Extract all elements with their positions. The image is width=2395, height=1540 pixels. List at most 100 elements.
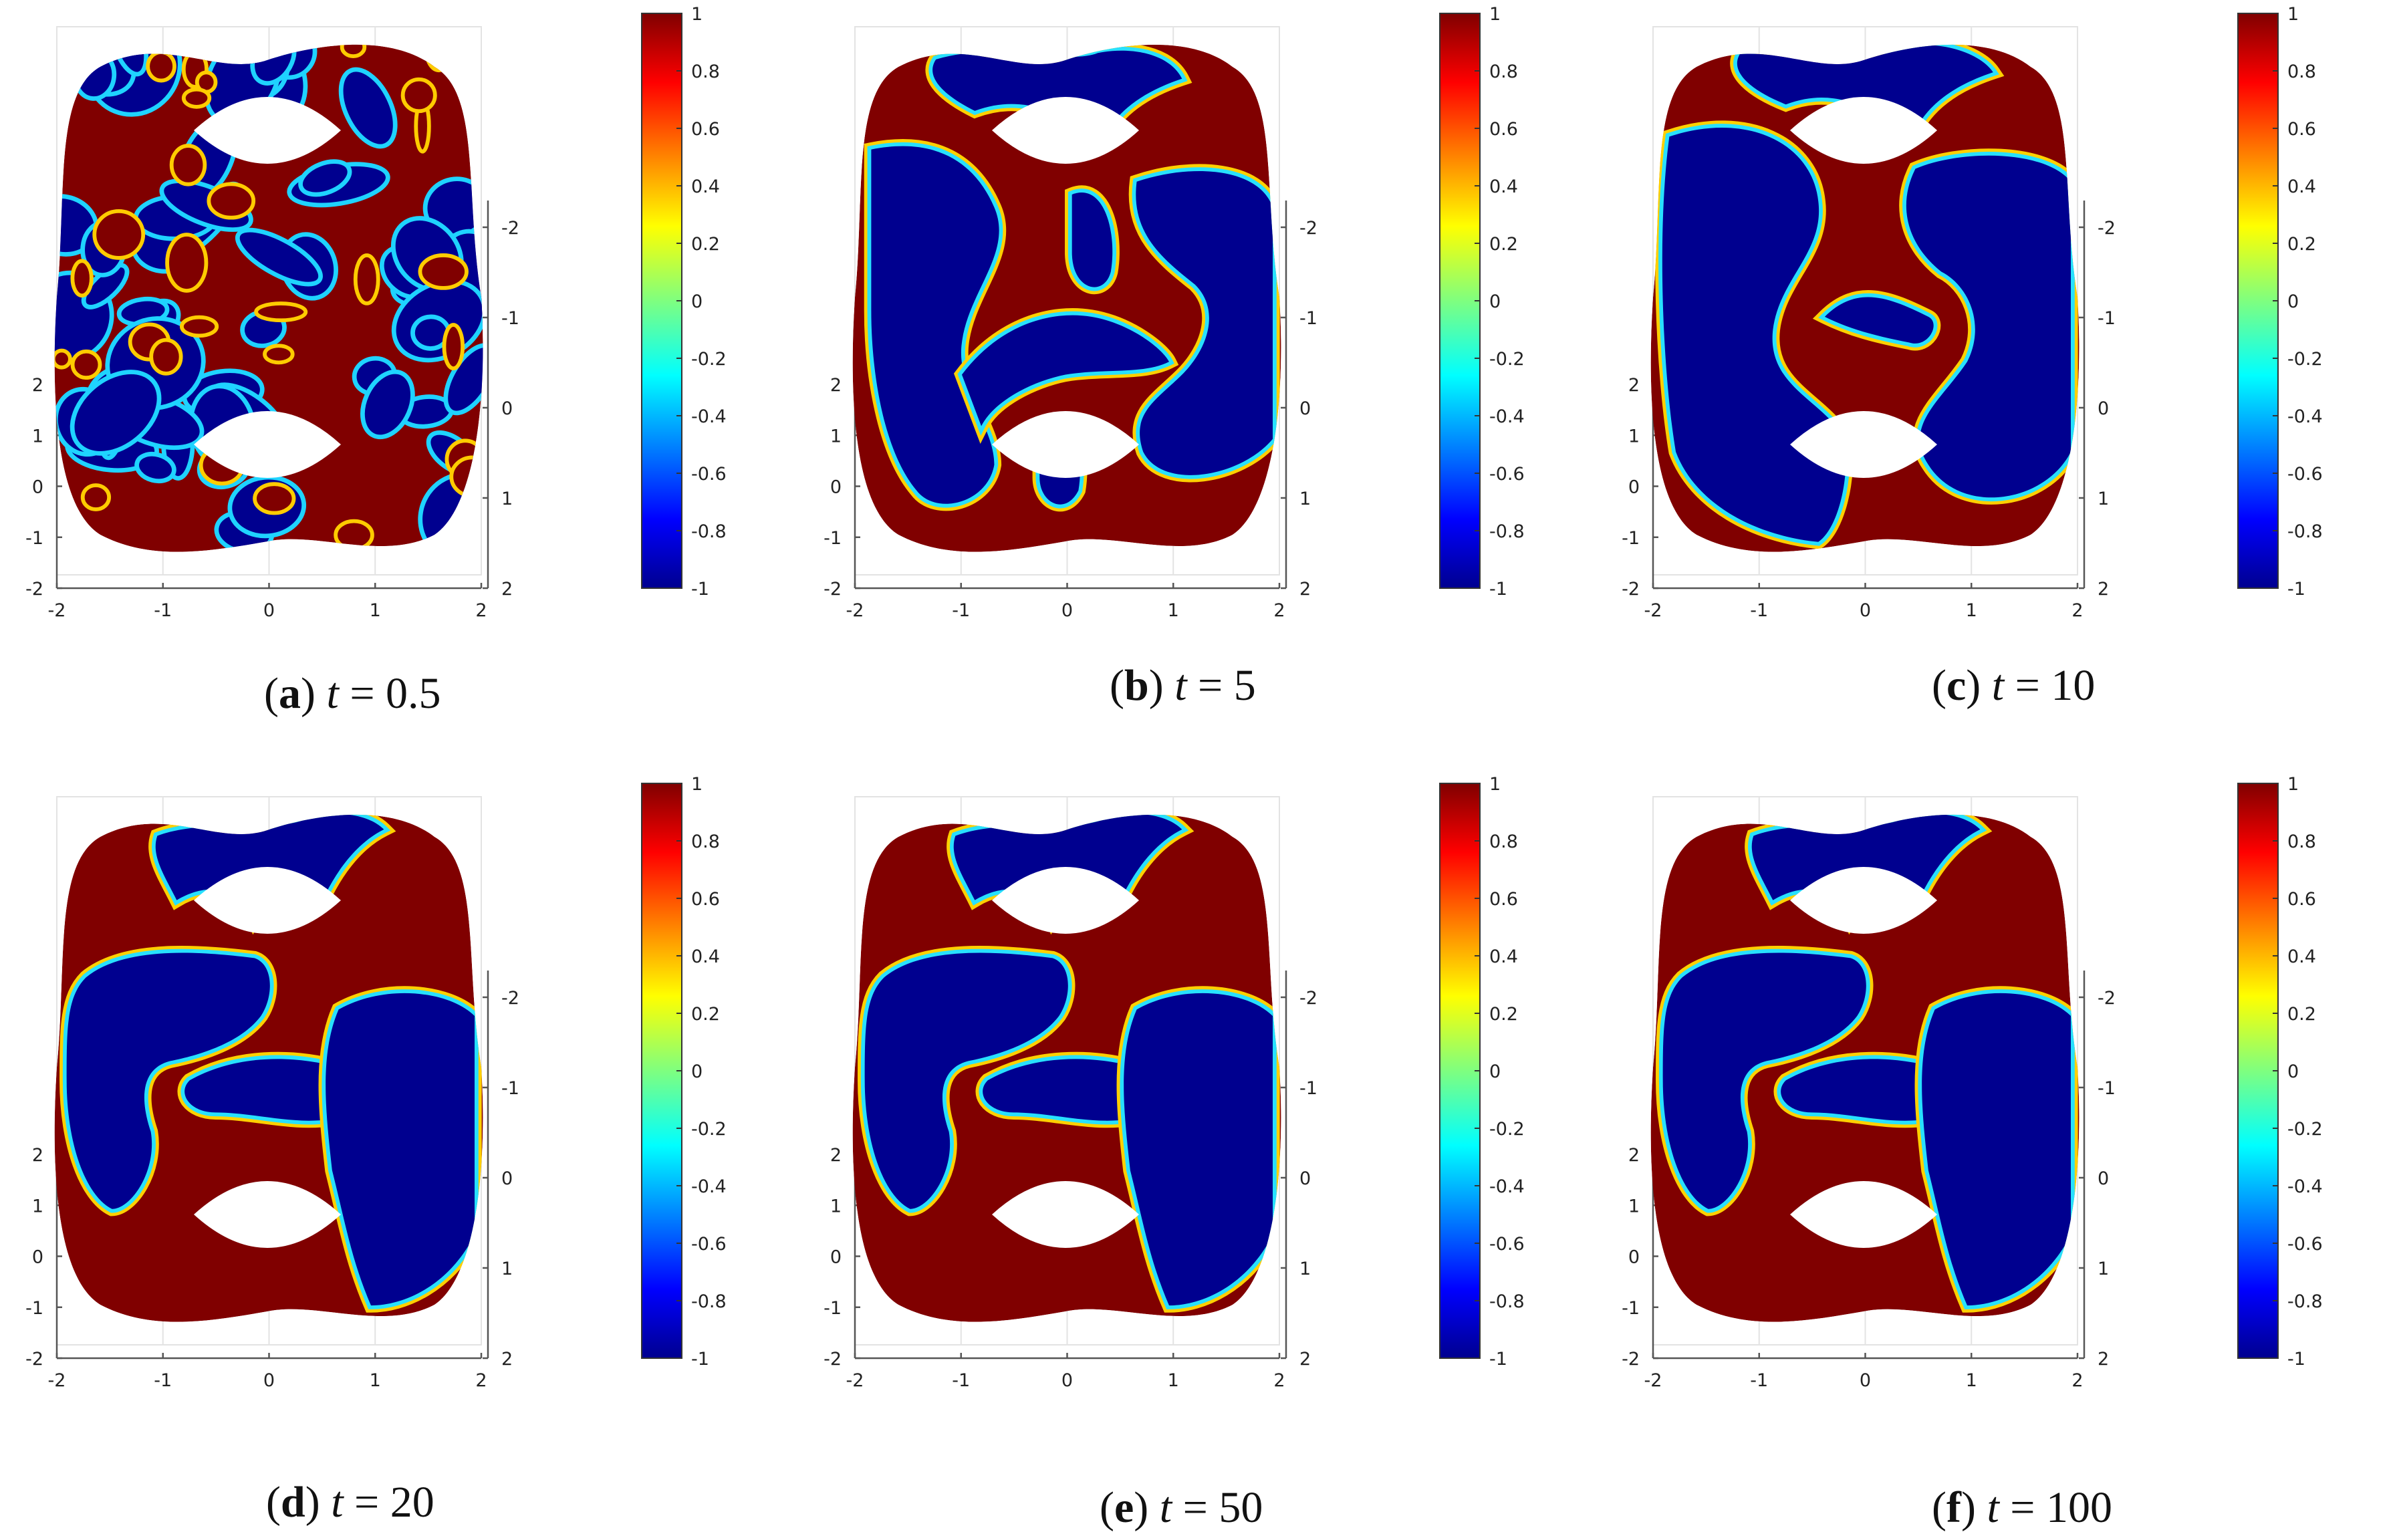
x-tick-label: 1: [1966, 1370, 1977, 1391]
z-tick-label: 2: [1628, 375, 1640, 396]
y-tick-label: 2: [501, 579, 513, 600]
colorbar-tick-label: 0.2: [1489, 1004, 1518, 1025]
colorbar-tick-label: 0.6: [2287, 889, 2316, 910]
panel-letter: f: [1946, 1483, 1961, 1532]
y-tick-label: 0: [2098, 1168, 2109, 1189]
colorbar-tick-label: -1: [691, 579, 709, 600]
panel-a-plot: -2 -1 0 1 2210-1-2-2-101210.80.60.40.20-0.2-…: [25, 4, 727, 621]
colorbar-tick-label: -0.2: [2287, 349, 2323, 370]
colorbar-tick-label: -1: [1489, 579, 1507, 600]
colorbar-tick-label: 0.6: [691, 119, 720, 140]
x-tick-label: 0: [1061, 1370, 1073, 1391]
colorbar-tick-label: -0.8: [1489, 1291, 1525, 1312]
panel-caption: (d) t = 20: [266, 1478, 434, 1527]
colorbar-tick-label: 0: [691, 291, 703, 312]
colorbar-tick-label: 1: [691, 774, 703, 795]
phase-field-surface: [54, 44, 483, 552]
z-tick-label: -2: [1622, 1349, 1640, 1370]
colorbar: [2237, 783, 2279, 1359]
colorbar-tick-label: 0.4: [2287, 176, 2316, 197]
x-tick-label: -1: [1750, 1370, 1768, 1391]
colorbar-tick-label: -0.4: [691, 406, 727, 427]
equals-sign: =: [338, 669, 386, 718]
panel-caption: (a) t = 0.5: [264, 669, 441, 718]
x-tick-label: -2: [846, 600, 864, 621]
x-tick-label: 2: [475, 1370, 487, 1391]
y-tick-label: -2: [1299, 218, 1317, 239]
panel-letter: b: [1124, 661, 1149, 710]
colorbar-tick-label: 1: [1489, 4, 1501, 25]
colorbar-tick-label: 0.4: [691, 946, 720, 967]
y-tick-label: 2: [2098, 579, 2109, 600]
phase-field-surface: [54, 814, 483, 1322]
x-tick-label: 1: [1168, 1370, 1179, 1391]
colorbar-tick-label: 1: [1489, 774, 1501, 795]
time-symbol: t: [1991, 661, 2005, 710]
colorbar: [1439, 783, 1481, 1359]
y-tick-label: 0: [2098, 398, 2109, 419]
colorbar-tick-label: 1: [2287, 4, 2299, 25]
colorbar-tick-label: 0.6: [1489, 889, 1518, 910]
x-tick-label: -1: [952, 1370, 970, 1391]
y-tick-label: 0: [1299, 398, 1311, 419]
colorbar-tick-label: -0.4: [1489, 406, 1525, 427]
colorbar-tick-label: -0.2: [2287, 1119, 2323, 1140]
z-tick-label: 0: [32, 1247, 43, 1268]
colorbar-tick-label: 0.8: [2287, 831, 2316, 852]
time-value: 20: [390, 1478, 434, 1527]
y-tick-label: 0: [501, 398, 513, 419]
colorbar: [641, 783, 682, 1359]
y-tick-label: -2: [501, 218, 519, 239]
z-tick-label: 1: [32, 1196, 43, 1216]
z-tick-label: -1: [824, 1298, 842, 1319]
y-tick-label: -2: [2098, 218, 2116, 239]
time-value: 0.5: [386, 669, 441, 718]
colorbar-tick-label: 0: [1489, 1061, 1501, 1082]
x-tick-label: -1: [154, 600, 172, 621]
x-tick-label: 0: [263, 1370, 275, 1391]
phase-field-surface: [852, 814, 1281, 1322]
time-symbol: t: [326, 669, 339, 718]
x-tick-label: -2: [1644, 600, 1662, 621]
y-tick-label: -2: [501, 988, 519, 1009]
colorbar-tick-label: -0.4: [1489, 1176, 1525, 1197]
phase-field-surface: [1650, 44, 2079, 552]
z-tick-label: 1: [830, 1196, 842, 1216]
z-tick-label: 0: [1628, 477, 1640, 498]
colorbar-tick-label: 0.4: [1489, 946, 1518, 967]
colorbar-tick-label: -1: [1489, 1349, 1507, 1370]
panel-letter: c: [1946, 661, 1967, 710]
z-tick-label: -1: [1622, 528, 1640, 549]
y-tick-label: 0: [1299, 1168, 1311, 1189]
equals-sign: =: [1999, 1483, 2047, 1532]
y-tick-label: 2: [1299, 579, 1311, 600]
colorbar: [1439, 13, 1481, 589]
colorbar-tick-label: 0: [2287, 291, 2299, 312]
y-tick-label: 1: [1299, 489, 1311, 509]
z-tick-label: 0: [830, 1247, 842, 1268]
colorbar-tick-label: 0: [2287, 1061, 2299, 1082]
panel-letter: e: [1114, 1483, 1134, 1532]
x-tick-label: 1: [370, 1370, 381, 1391]
z-tick-label: -2: [25, 579, 43, 600]
z-tick-label: -2: [1622, 579, 1640, 600]
colorbar-tick-label: 0: [691, 1061, 703, 1082]
colorbar-tick-label: -0.8: [691, 521, 727, 542]
z-tick-label: 1: [32, 426, 43, 446]
z-tick-label: 0: [32, 477, 43, 498]
x-tick-label: 0: [1860, 600, 1871, 621]
y-tick-label: 2: [1299, 1349, 1311, 1370]
z-tick-label: 1: [1628, 1196, 1640, 1216]
colorbar-tick-label: 0.8: [691, 61, 720, 82]
x-tick-label: -2: [48, 1370, 66, 1391]
colorbar-tick-label: 0.8: [691, 831, 720, 852]
y-tick-label: 1: [1299, 1259, 1311, 1279]
panel-d-plot: -2 -1 0 1 2210-1-2-2-101210.80.60.40.20-0.2-…: [25, 774, 727, 1391]
colorbar-tick-label: -0.4: [2287, 1176, 2323, 1197]
y-tick-label: -2: [2098, 988, 2116, 1009]
x-tick-label: 0: [1061, 600, 1073, 621]
y-tick-label: 2: [501, 1349, 513, 1370]
z-tick-label: 2: [1628, 1145, 1640, 1166]
colorbar: [2237, 13, 2279, 589]
